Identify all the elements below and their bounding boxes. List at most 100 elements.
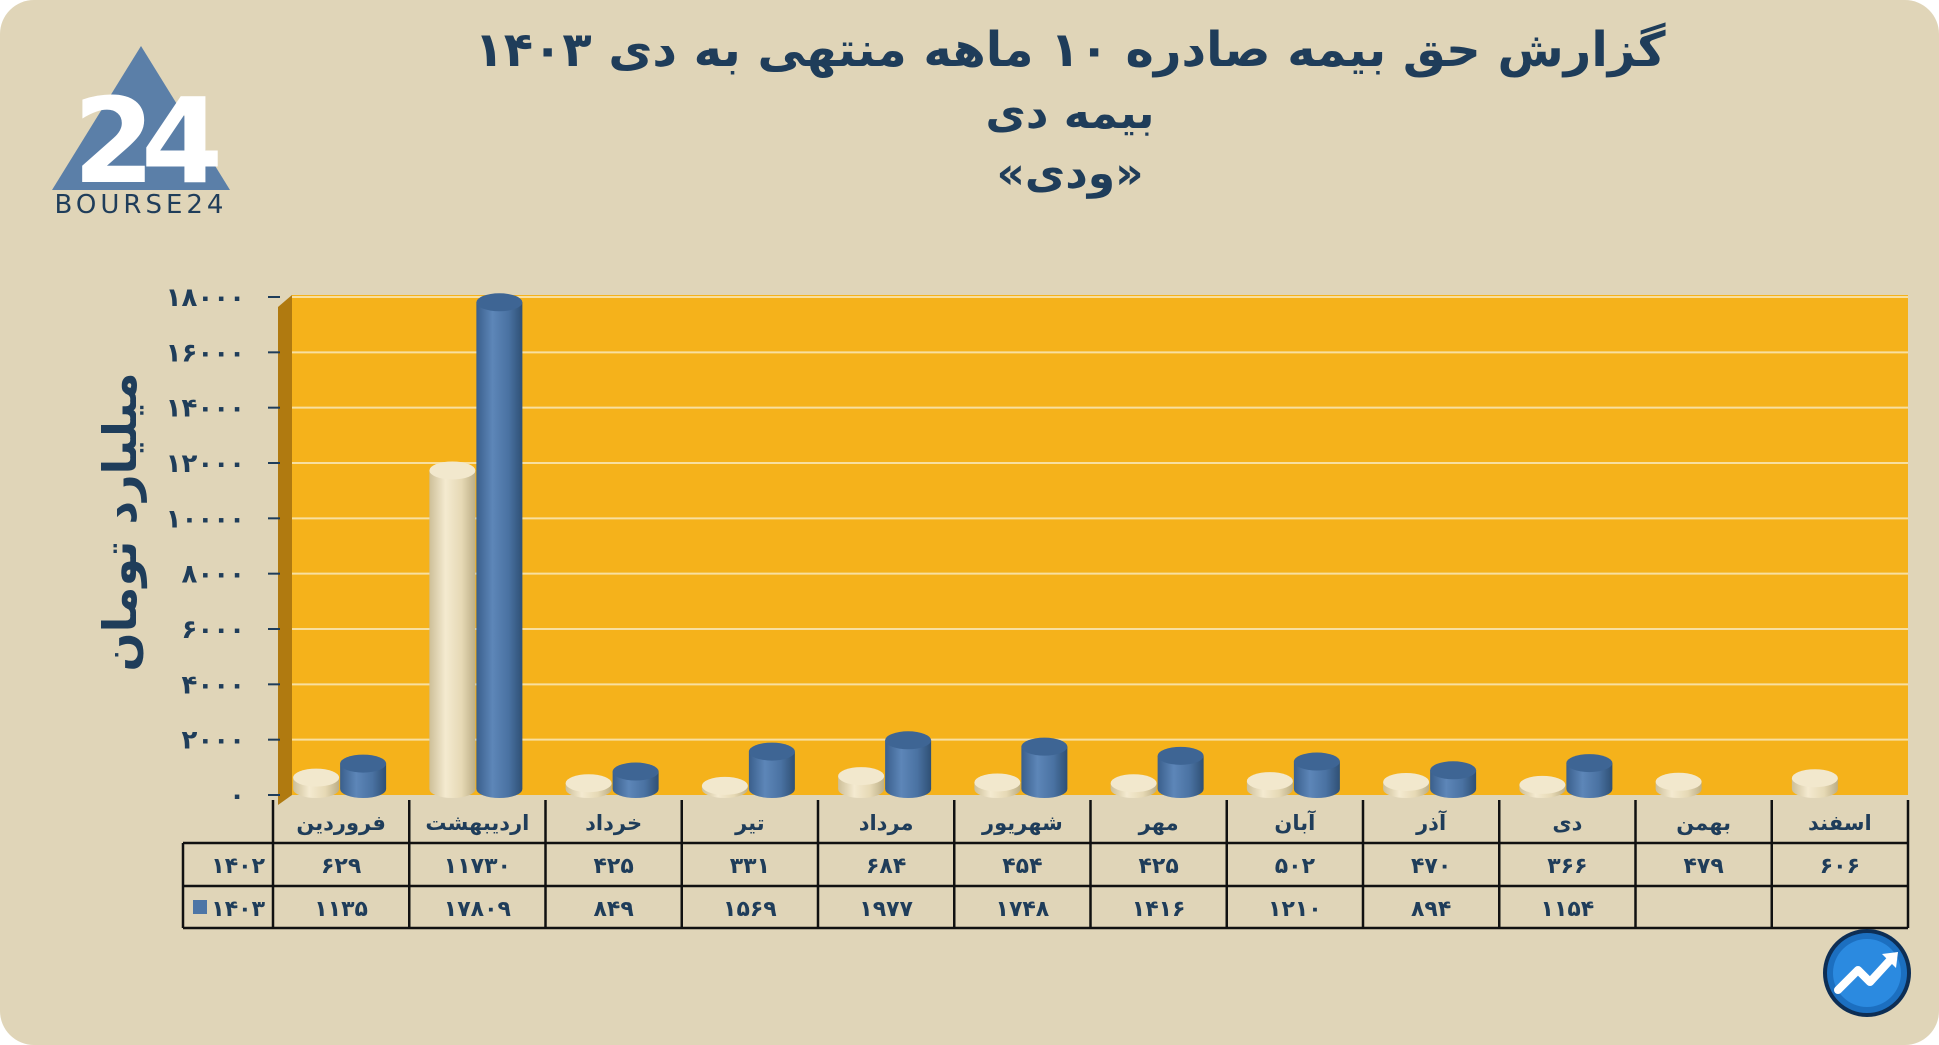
data-label: ۱۱۳۵: [314, 897, 368, 922]
data-label: ۱۴۱۶: [1132, 897, 1186, 922]
y-tick-label: ۱۸۰۰۰: [166, 283, 245, 313]
data-label: ۱۹۷۷: [859, 897, 913, 922]
bar-1402-cap: [1110, 774, 1157, 793]
bar-1402-cap: [293, 768, 340, 787]
bar-1402: [1246, 772, 1293, 798]
y-tick-label: ۸۰۰۰: [182, 560, 245, 590]
y-tick-label: ۱۲۰۰۰: [166, 449, 245, 479]
category-label: تیر: [734, 811, 765, 835]
bar-1402: [974, 773, 1021, 798]
bar-1402-cap: [701, 776, 748, 795]
bar-1402: [293, 768, 340, 798]
bar-1402: [1383, 772, 1430, 798]
bar-1403-cap: [340, 754, 387, 773]
category-label: دی: [1552, 811, 1582, 835]
bar-1403: [1021, 737, 1068, 798]
bar-1403: [748, 742, 795, 798]
data-label: ۱۱۷۳۰: [444, 854, 511, 879]
y-tick-label: ۲۰۰۰: [182, 726, 245, 756]
bar-1402-body: [429, 470, 476, 798]
trend-arrow-icon: [1823, 929, 1911, 1017]
bar-1403: [1293, 752, 1340, 798]
data-label: ۱۱۵۴: [1541, 897, 1595, 922]
category-label: مهر: [1138, 811, 1179, 835]
data-label: ۳۶۶: [1547, 854, 1587, 879]
data-label: ۳۳۱: [730, 854, 770, 879]
category-label: آذر: [1415, 810, 1447, 835]
data-label: ۴۷۹: [1683, 854, 1723, 879]
bar-1403-cap: [612, 762, 659, 781]
bar-1403: [885, 731, 932, 798]
y-tick-label: ۰: [229, 781, 245, 811]
bar-1402: [429, 461, 476, 798]
category-label: آبان: [1274, 810, 1316, 835]
category-label: خرداد: [585, 811, 642, 835]
category-label: مرداد: [859, 811, 914, 835]
bar-1403: [1566, 754, 1613, 798]
bar-1403-body: [1566, 763, 1613, 798]
bar-1403-cap: [885, 731, 932, 750]
bar-1403-cap: [1157, 746, 1204, 765]
bar-1403-body: [885, 740, 932, 798]
legend-swatch-1403: [193, 900, 207, 914]
bar-1403-cap: [1293, 752, 1340, 771]
plot-side-wall: [278, 295, 292, 805]
bar-1402: [1655, 772, 1702, 798]
bar-1402: [1110, 774, 1157, 798]
category-label: اسفند: [1808, 811, 1872, 835]
bar-1402-cap: [565, 774, 612, 793]
chart-ticker: «ودی»: [996, 148, 1144, 199]
bar-1402: [838, 767, 885, 798]
bar-1403: [1430, 761, 1477, 798]
data-label: ۱۷۸۰۹: [444, 897, 511, 922]
data-label: ۵۰۲: [1275, 854, 1316, 879]
data-label: ۴۷۰: [1411, 854, 1451, 879]
bar-1402-cap: [1791, 769, 1838, 788]
bar-1403: [340, 754, 387, 798]
plot-area: [292, 295, 1908, 795]
bar-1402-cap: [1655, 772, 1702, 791]
data-label: ۶۰۶: [1820, 854, 1860, 879]
category-label: فروردین: [296, 811, 386, 835]
bar-1403-cap: [1430, 761, 1477, 780]
bourse24-logo: 24: [52, 46, 232, 210]
bar-1403-cap: [748, 742, 795, 761]
data-label: ۶۲۹: [321, 854, 361, 879]
svg-text:24: 24: [73, 72, 218, 210]
bar-1402-cap: [1246, 772, 1293, 791]
bar-1403-body: [748, 751, 795, 798]
bar-1403-body: [1293, 761, 1340, 798]
bar-1402: [565, 774, 612, 798]
category-label: شهریور: [981, 811, 1063, 835]
data-label: ۸۹۴: [1411, 897, 1451, 922]
data-label: ۱۷۴۸: [996, 897, 1050, 922]
y-tick-label: ۶۰۰۰: [182, 615, 245, 645]
bar-1403-cap: [1021, 737, 1068, 756]
chart-title: گزارش حق بیمه صادره ۱۰ ماهه منتهی به دی …: [474, 22, 1666, 78]
legend-series-name: ۱۴۰۲: [211, 854, 265, 879]
bar-1402-cap: [838, 767, 885, 786]
bar-1403-body: [340, 763, 387, 798]
data-label: ۴۲۵: [1138, 854, 1178, 879]
bar-1402: [1519, 775, 1566, 798]
bar-1402: [701, 776, 748, 798]
bar-1403-body: [1157, 755, 1204, 798]
data-label: ۶۸۴: [866, 854, 906, 879]
data-label: ۱۵۶۹: [723, 897, 777, 922]
bar-1403-cap: [476, 293, 523, 312]
y-tick-label: ۱۰۰۰۰: [166, 504, 245, 534]
bar-1402-cap: [974, 773, 1021, 792]
category-label: بهمن: [1676, 811, 1731, 835]
bar-1403: [1157, 746, 1204, 798]
bar-1402-cap: [1383, 772, 1430, 791]
bar-1403: [476, 293, 523, 798]
y-tick-label: ۱۴۰۰۰: [166, 394, 245, 424]
legend-series-name: ۱۴۰۳: [211, 897, 265, 922]
logo-text: BOURSE24: [54, 190, 228, 220]
bar-1403-body: [1021, 746, 1068, 798]
bar-1403-cap: [1566, 754, 1613, 773]
bar-1402-cap: [1519, 775, 1566, 794]
bar-1402: [1791, 769, 1838, 798]
